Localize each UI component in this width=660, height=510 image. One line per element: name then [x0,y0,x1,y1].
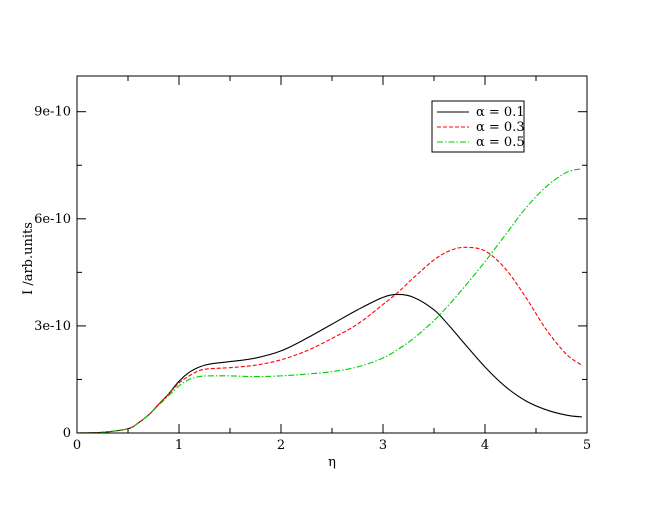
legend-box [431,100,525,153]
y-tick-label: 3e-10 [34,319,71,334]
x-tick-label: 1 [175,438,183,453]
x-tick-label: 3 [379,438,387,453]
legend-label-3: α = 0.5 [476,135,525,150]
series-layer [76,168,583,434]
y-axis-label: I /arb.units [21,222,36,295]
legend-label-2: α = 0.3 [476,120,525,135]
x-tick-label: 2 [277,438,285,453]
x-tick-label: 4 [481,438,489,453]
ticks-layer: 0 1 2 3 4 5 0 3e-10 6e-10 9e-10 [34,76,591,453]
legend-label-1: α = 0.1 [476,105,525,120]
y-tick-label: 6e-10 [34,212,71,227]
x-tick-label: 0 [73,438,81,453]
y-tick-label: 0 [63,426,71,441]
y-tick-label: 9e-10 [34,105,71,120]
legend: α = 0.1α = 0.3α = 0.5 [431,100,525,153]
x-tick-label: 5 [583,438,591,453]
series-line-3 [76,168,583,434]
x-axis-label: η [328,455,336,470]
